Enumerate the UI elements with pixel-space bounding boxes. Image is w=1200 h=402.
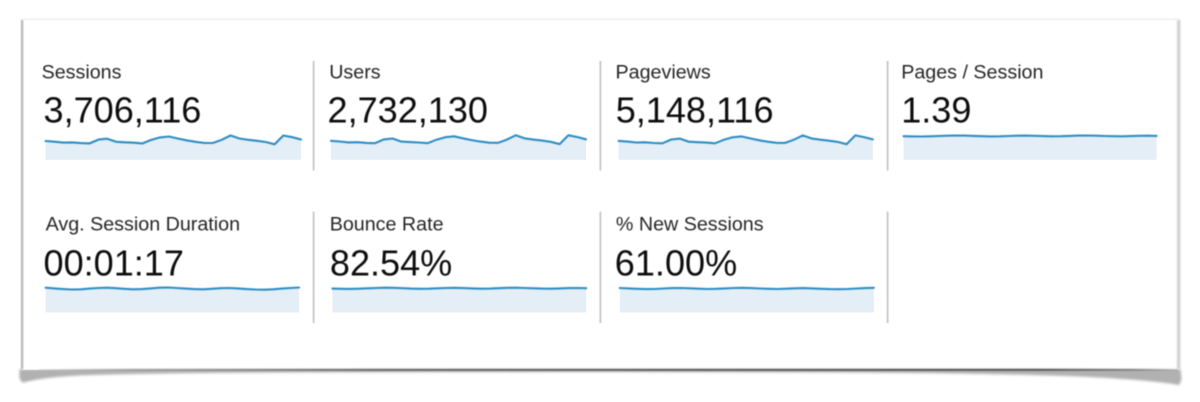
svg-text:61.00%: 61.00% <box>615 243 737 284</box>
svg-text:3,706,116: 3,706,116 <box>44 89 202 130</box>
svg-text:5,148,116: 5,148,116 <box>616 89 774 130</box>
svg-text:Bounce Rate: Bounce Rate <box>330 214 444 236</box>
svg-text:Pageviews: Pageviews <box>616 61 711 83</box>
svg-text:00:01:17: 00:01:17 <box>44 243 184 284</box>
svg-text:2,732,130: 2,732,130 <box>328 89 489 130</box>
svg-text:82.54%: 82.54% <box>330 243 452 284</box>
svg-text:Avg. Session Duration: Avg. Session Duration <box>46 214 240 236</box>
svg-text:Sessions: Sessions <box>42 61 122 83</box>
svg-text:Pages / Session: Pages / Session <box>901 61 1043 83</box>
svg-text:% New Sessions: % New Sessions <box>616 214 764 236</box>
svg-text:1.39: 1.39 <box>901 89 971 130</box>
svg-text:Users: Users <box>329 61 381 83</box>
